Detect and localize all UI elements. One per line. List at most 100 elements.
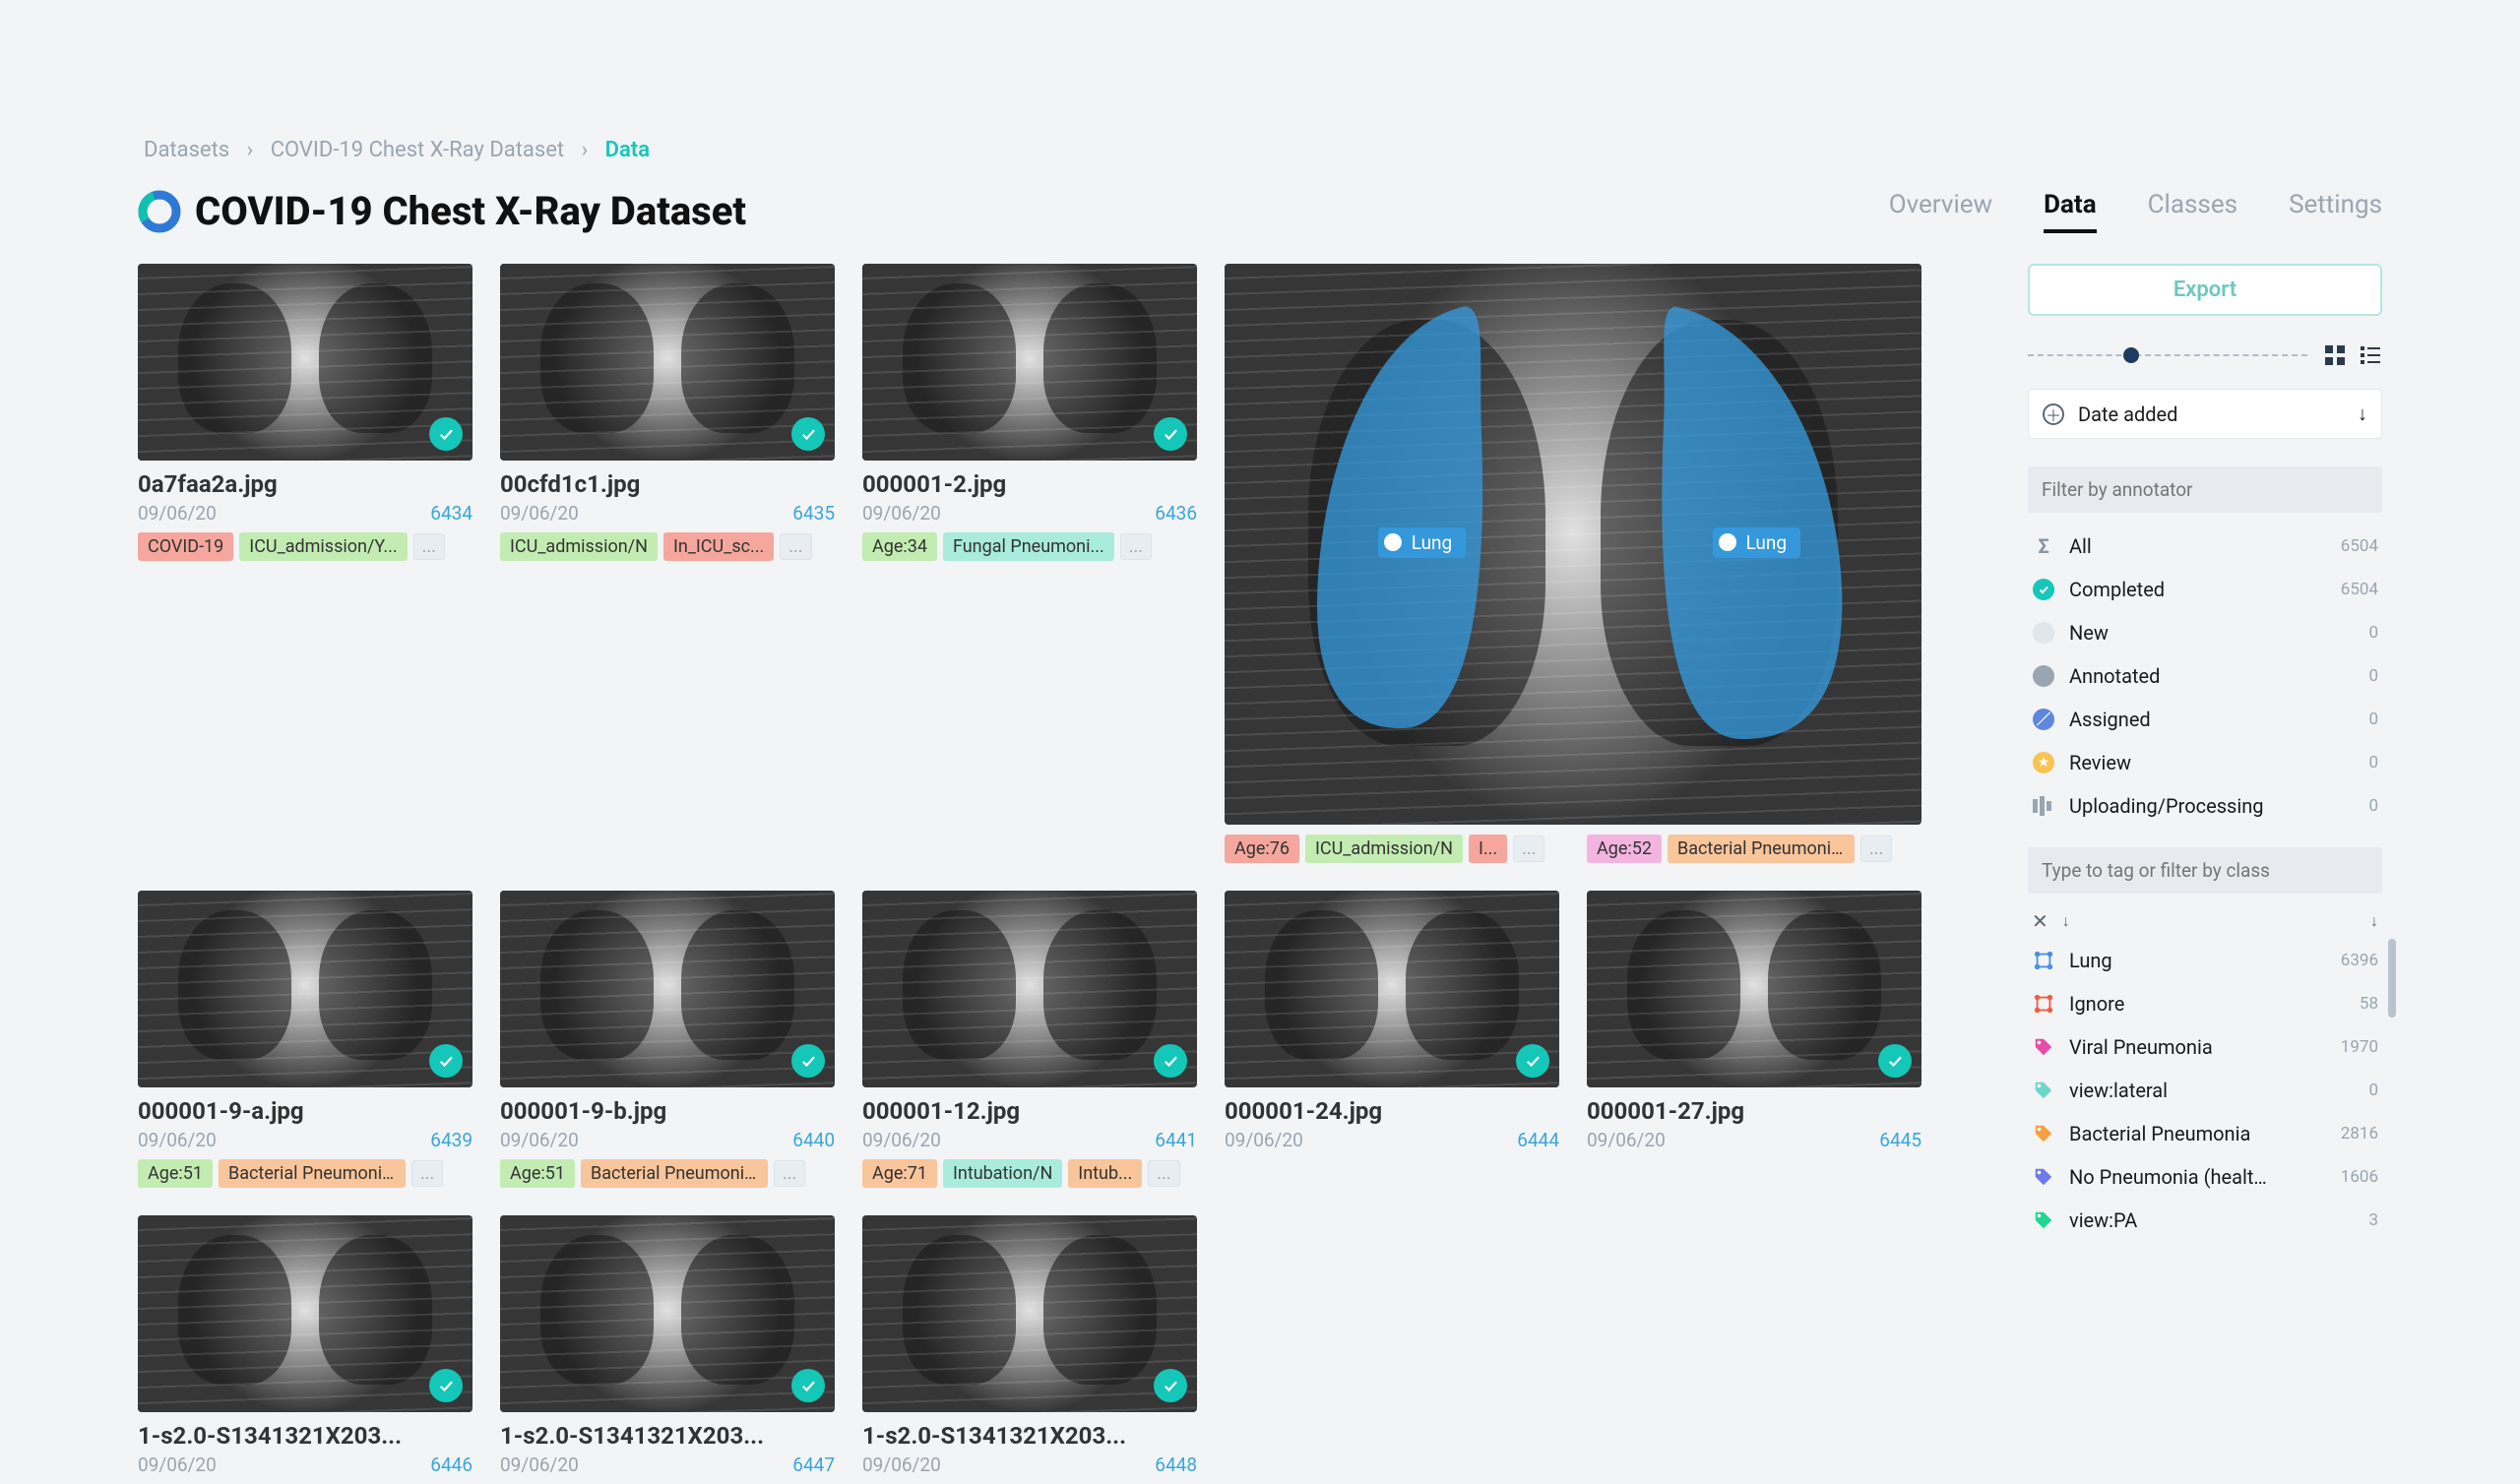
status-count: 0	[2368, 753, 2378, 773]
class-row[interactable]: Ignore58	[2028, 982, 2382, 1025]
tag: Age:71	[862, 1159, 937, 1188]
tag: Bacterial Pneumoni...	[219, 1159, 406, 1188]
more-tags[interactable]: ...	[1148, 1160, 1179, 1187]
close-icon[interactable]: ✕	[2032, 909, 2048, 933]
status-row-completed[interactable]: Completed6504	[2028, 568, 2382, 611]
class-row[interactable]: No Pneumonia (health...1606	[2028, 1155, 2382, 1199]
class-list: Lung6396Ignore58Viral Pneumonia1970view:…	[2028, 939, 2382, 1242]
date: 09/06/20	[862, 1453, 941, 1476]
filter-annotator-input[interactable]	[2028, 466, 2382, 513]
class-label: Ignore	[2069, 992, 2124, 1016]
date: 09/06/20	[138, 1453, 217, 1476]
completed-badge-icon	[1154, 417, 1187, 451]
class-count: 0	[2368, 1081, 2378, 1100]
more-tags[interactable]: ...	[1120, 533, 1152, 560]
status-count: 0	[2368, 666, 2378, 686]
class-icon	[2032, 1079, 2055, 1102]
tag: Age:51	[138, 1159, 213, 1188]
status-icon: Σ	[2032, 534, 2055, 558]
sort-selector[interactable]: ＋ Date added ↓	[2028, 389, 2382, 439]
breadcrumb-mid[interactable]: COVID-19 Chest X-Ray Dataset	[271, 138, 564, 162]
class-label: view:lateral	[2069, 1079, 2168, 1102]
status-count: 0	[2368, 710, 2378, 729]
status-label: Review	[2069, 751, 2131, 774]
filter-class-input[interactable]	[2028, 847, 2382, 894]
image-card[interactable]: 000001-12.jpg09/06/206441Age:71Intubatio…	[862, 891, 1197, 1188]
tag: Age:34	[862, 532, 937, 561]
filename: 000001-27.jpg	[1587, 1097, 1922, 1125]
plus-icon: ＋	[2043, 403, 2064, 425]
tag: ICU_admission/Y...	[239, 532, 407, 561]
status-row-assigned[interactable]: ／Assigned0	[2028, 698, 2382, 741]
date: 09/06/20	[500, 502, 579, 525]
image-card[interactable]: 00cfd1c1.jpg09/06/206435ICU_admission/NI…	[500, 264, 835, 863]
export-button[interactable]: Export	[2028, 264, 2382, 316]
more-tags[interactable]: ...	[411, 1160, 443, 1187]
tab-classes[interactable]: Classes	[2148, 190, 2237, 233]
image-card[interactable]: 000001-9-b.jpg09/06/206440Age:51Bacteria…	[500, 891, 835, 1188]
more-tags[interactable]: ...	[774, 1160, 805, 1187]
image-card[interactable]: 1-s2.0-S1341321X203...09/06/206447	[500, 1215, 835, 1484]
date: 09/06/20	[1225, 1129, 1303, 1151]
status-icon	[2032, 664, 2055, 688]
tab-settings[interactable]: Settings	[2289, 190, 2382, 233]
class-row[interactable]: Bacterial Pneumonia2816	[2028, 1112, 2382, 1155]
image-card[interactable]: 1-s2.0-S1341321X203...09/06/206446	[138, 1215, 472, 1484]
more-tags[interactable]: ...	[413, 533, 445, 560]
status-row-review[interactable]: ★Review0	[2028, 741, 2382, 784]
grid-view-icon[interactable]	[2323, 343, 2347, 367]
filename: 000001-9-a.jpg	[138, 1097, 472, 1125]
date: 09/06/20	[862, 1129, 941, 1151]
status-count: 6504	[2341, 580, 2378, 599]
status-row-uploadingprocessing[interactable]: Uploading/Processing0	[2028, 784, 2382, 828]
thumbnail-grid: 0a7faa2a.jpg09/06/206434COVID-19ICU_admi…	[138, 264, 1988, 1484]
class-row[interactable]: view:PA3	[2028, 1199, 2382, 1242]
completed-badge-icon	[1516, 1044, 1549, 1078]
sort-asc-icon[interactable]: ↓	[2062, 911, 2070, 931]
image-card[interactable]: 000001-9-a.jpg09/06/206439Age:51Bacteria…	[138, 891, 472, 1188]
image-id: 6435	[792, 502, 835, 525]
class-count: 6396	[2341, 951, 2378, 970]
status-row-all[interactable]: ΣAll6504	[2028, 525, 2382, 568]
image-card[interactable]: 000001-24.jpg09/06/206444	[1225, 891, 1559, 1188]
class-row[interactable]: Lung6396	[2028, 939, 2382, 982]
tag: Age:76	[1225, 835, 1299, 863]
sort-desc-icon[interactable]: ↓	[2370, 911, 2378, 931]
class-sort-header: ✕ ↓ ↓	[2028, 903, 2382, 939]
list-view-icon[interactable]	[2359, 343, 2382, 367]
image-card-large[interactable]: LungLungAge:76ICU_admission/NI......Age:…	[1225, 264, 1922, 863]
tag: I...	[1469, 835, 1507, 863]
status-row-annotated[interactable]: Annotated0	[2028, 654, 2382, 698]
completed-badge-icon	[1878, 1044, 1912, 1078]
tag: ICU_admission/N	[1305, 835, 1463, 863]
more-tags[interactable]: ...	[780, 533, 811, 560]
filename: 000001-9-b.jpg	[500, 1097, 835, 1125]
more-tags[interactable]: ...	[1513, 835, 1544, 862]
breadcrumb-leaf: Data	[605, 138, 650, 162]
status-label: New	[2069, 621, 2109, 645]
image-id: 6448	[1155, 1453, 1197, 1476]
status-label: Assigned	[2069, 708, 2151, 731]
more-tags[interactable]: ...	[1860, 835, 1892, 862]
class-label: Viral Pneumonia	[2069, 1035, 2213, 1059]
image-card[interactable]: 1-s2.0-S1341321X203...09/06/206448	[862, 1215, 1197, 1484]
filename: 1-s2.0-S1341321X203...	[500, 1422, 835, 1450]
tab-data[interactable]: Data	[2044, 190, 2097, 233]
scrollbar[interactable]	[2388, 939, 2396, 1018]
image-card[interactable]: 000001-2.jpg09/06/206436Age:34Fungal Pne…	[862, 264, 1197, 863]
zoom-slider[interactable]	[2028, 354, 2307, 356]
date: 09/06/20	[500, 1453, 579, 1476]
filename: 000001-12.jpg	[862, 1097, 1197, 1125]
tab-overview[interactable]: Overview	[1889, 190, 1992, 233]
breadcrumb-root[interactable]: Datasets	[144, 138, 229, 162]
class-label: No Pneumonia (health...	[2069, 1165, 2276, 1189]
class-row[interactable]: Viral Pneumonia1970	[2028, 1025, 2382, 1069]
image-card[interactable]: 000001-27.jpg09/06/206445	[1587, 891, 1922, 1188]
class-row[interactable]: view:lateral 0	[2028, 1069, 2382, 1112]
annotation-label: Lung	[1378, 527, 1466, 558]
image-card[interactable]: 0a7faa2a.jpg09/06/206434COVID-19ICU_admi…	[138, 264, 472, 863]
status-row-new[interactable]: New0	[2028, 611, 2382, 654]
image-id: 6441	[1155, 1129, 1197, 1151]
tag: ICU_admission/N	[500, 532, 658, 561]
tag: Bacterial Pneumoni...	[1668, 835, 1855, 863]
